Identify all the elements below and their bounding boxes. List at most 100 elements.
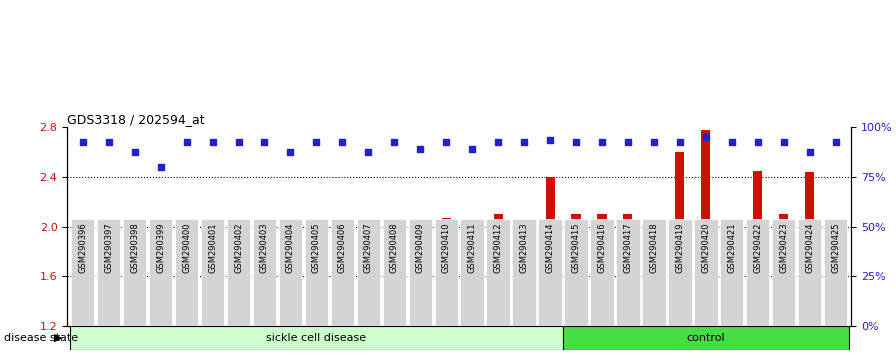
Bar (234, 230, 243, 326)
Bar (104, 254, 113, 326)
Bar (156, 307, 165, 326)
Bar (650, 245, 659, 326)
FancyBboxPatch shape (383, 219, 406, 326)
Text: GSM290401: GSM290401 (208, 223, 217, 273)
Bar (416, 264, 425, 326)
Text: GSM290404: GSM290404 (286, 223, 295, 273)
Bar (78, 266, 87, 326)
Point (101, 139, 116, 145)
Bar (572, 214, 581, 326)
Point (543, 137, 557, 143)
Bar (546, 177, 555, 326)
Text: GSM290414: GSM290414 (546, 223, 555, 273)
FancyBboxPatch shape (772, 219, 796, 326)
Text: GSM290407: GSM290407 (364, 223, 373, 273)
Bar (728, 241, 737, 326)
Bar (182, 249, 191, 326)
Text: GSM290412: GSM290412 (494, 223, 503, 273)
Point (751, 139, 765, 145)
Point (153, 164, 168, 170)
Bar (494, 214, 503, 326)
FancyBboxPatch shape (305, 219, 328, 326)
FancyBboxPatch shape (71, 219, 94, 326)
FancyBboxPatch shape (409, 219, 432, 326)
Text: GSM290410: GSM290410 (442, 223, 451, 273)
Text: GSM290422: GSM290422 (754, 223, 762, 273)
Bar (130, 280, 139, 326)
Bar (702, 130, 711, 326)
Bar (598, 214, 607, 326)
Point (725, 139, 739, 145)
FancyBboxPatch shape (175, 219, 198, 326)
Text: GSM290418: GSM290418 (650, 223, 659, 273)
Bar (468, 261, 477, 326)
Bar (676, 152, 685, 326)
FancyBboxPatch shape (746, 219, 770, 326)
Bar (208, 229, 217, 326)
FancyBboxPatch shape (97, 219, 120, 326)
FancyBboxPatch shape (70, 326, 563, 350)
Bar (312, 233, 321, 326)
Bar (780, 214, 788, 326)
Text: GSM290417: GSM290417 (624, 223, 633, 273)
Text: GSM290416: GSM290416 (598, 223, 607, 273)
Point (387, 139, 401, 145)
Text: GSM290409: GSM290409 (416, 223, 425, 273)
FancyBboxPatch shape (123, 219, 146, 326)
FancyBboxPatch shape (357, 219, 380, 326)
FancyBboxPatch shape (487, 219, 510, 326)
FancyBboxPatch shape (694, 219, 718, 326)
Bar (390, 254, 399, 326)
Text: GSM290405: GSM290405 (312, 223, 321, 273)
FancyBboxPatch shape (435, 219, 458, 326)
FancyBboxPatch shape (331, 219, 354, 326)
Text: GSM290415: GSM290415 (572, 223, 581, 273)
Text: GSM290406: GSM290406 (338, 223, 347, 273)
Bar (260, 249, 269, 326)
Bar (806, 172, 814, 326)
Point (309, 139, 323, 145)
Text: GDS3318 / 202594_at: GDS3318 / 202594_at (67, 113, 205, 126)
Bar (624, 214, 633, 326)
Text: GSM290413: GSM290413 (520, 223, 529, 273)
Text: ▶: ▶ (54, 333, 62, 343)
FancyBboxPatch shape (253, 219, 276, 326)
Point (699, 135, 713, 140)
Text: GSM290424: GSM290424 (806, 223, 814, 273)
Bar (520, 220, 529, 326)
Point (491, 139, 505, 145)
Point (777, 139, 791, 145)
Point (673, 139, 687, 145)
FancyBboxPatch shape (616, 219, 640, 326)
Point (439, 139, 453, 145)
Point (413, 146, 427, 152)
FancyBboxPatch shape (201, 219, 224, 326)
Text: GSM290402: GSM290402 (234, 223, 243, 273)
Text: disease state: disease state (4, 333, 79, 343)
FancyBboxPatch shape (538, 219, 562, 326)
Text: GSM290420: GSM290420 (702, 223, 711, 273)
FancyBboxPatch shape (824, 219, 848, 326)
FancyBboxPatch shape (149, 219, 172, 326)
Bar (754, 171, 762, 326)
Point (283, 149, 297, 155)
Text: GSM290396: GSM290396 (78, 223, 87, 273)
FancyBboxPatch shape (668, 219, 692, 326)
FancyBboxPatch shape (227, 219, 250, 326)
Point (179, 139, 194, 145)
FancyBboxPatch shape (461, 219, 484, 326)
Text: GSM290400: GSM290400 (182, 223, 191, 273)
Point (127, 149, 142, 155)
Text: GSM290419: GSM290419 (676, 223, 685, 273)
Point (205, 139, 220, 145)
FancyBboxPatch shape (513, 219, 536, 326)
Bar (364, 258, 373, 326)
FancyBboxPatch shape (798, 219, 822, 326)
Bar (831, 235, 840, 326)
FancyBboxPatch shape (564, 219, 588, 326)
Text: GSM290399: GSM290399 (156, 223, 165, 273)
FancyBboxPatch shape (563, 326, 849, 350)
Text: GSM290408: GSM290408 (390, 223, 399, 273)
FancyBboxPatch shape (590, 219, 614, 326)
Point (829, 139, 843, 145)
